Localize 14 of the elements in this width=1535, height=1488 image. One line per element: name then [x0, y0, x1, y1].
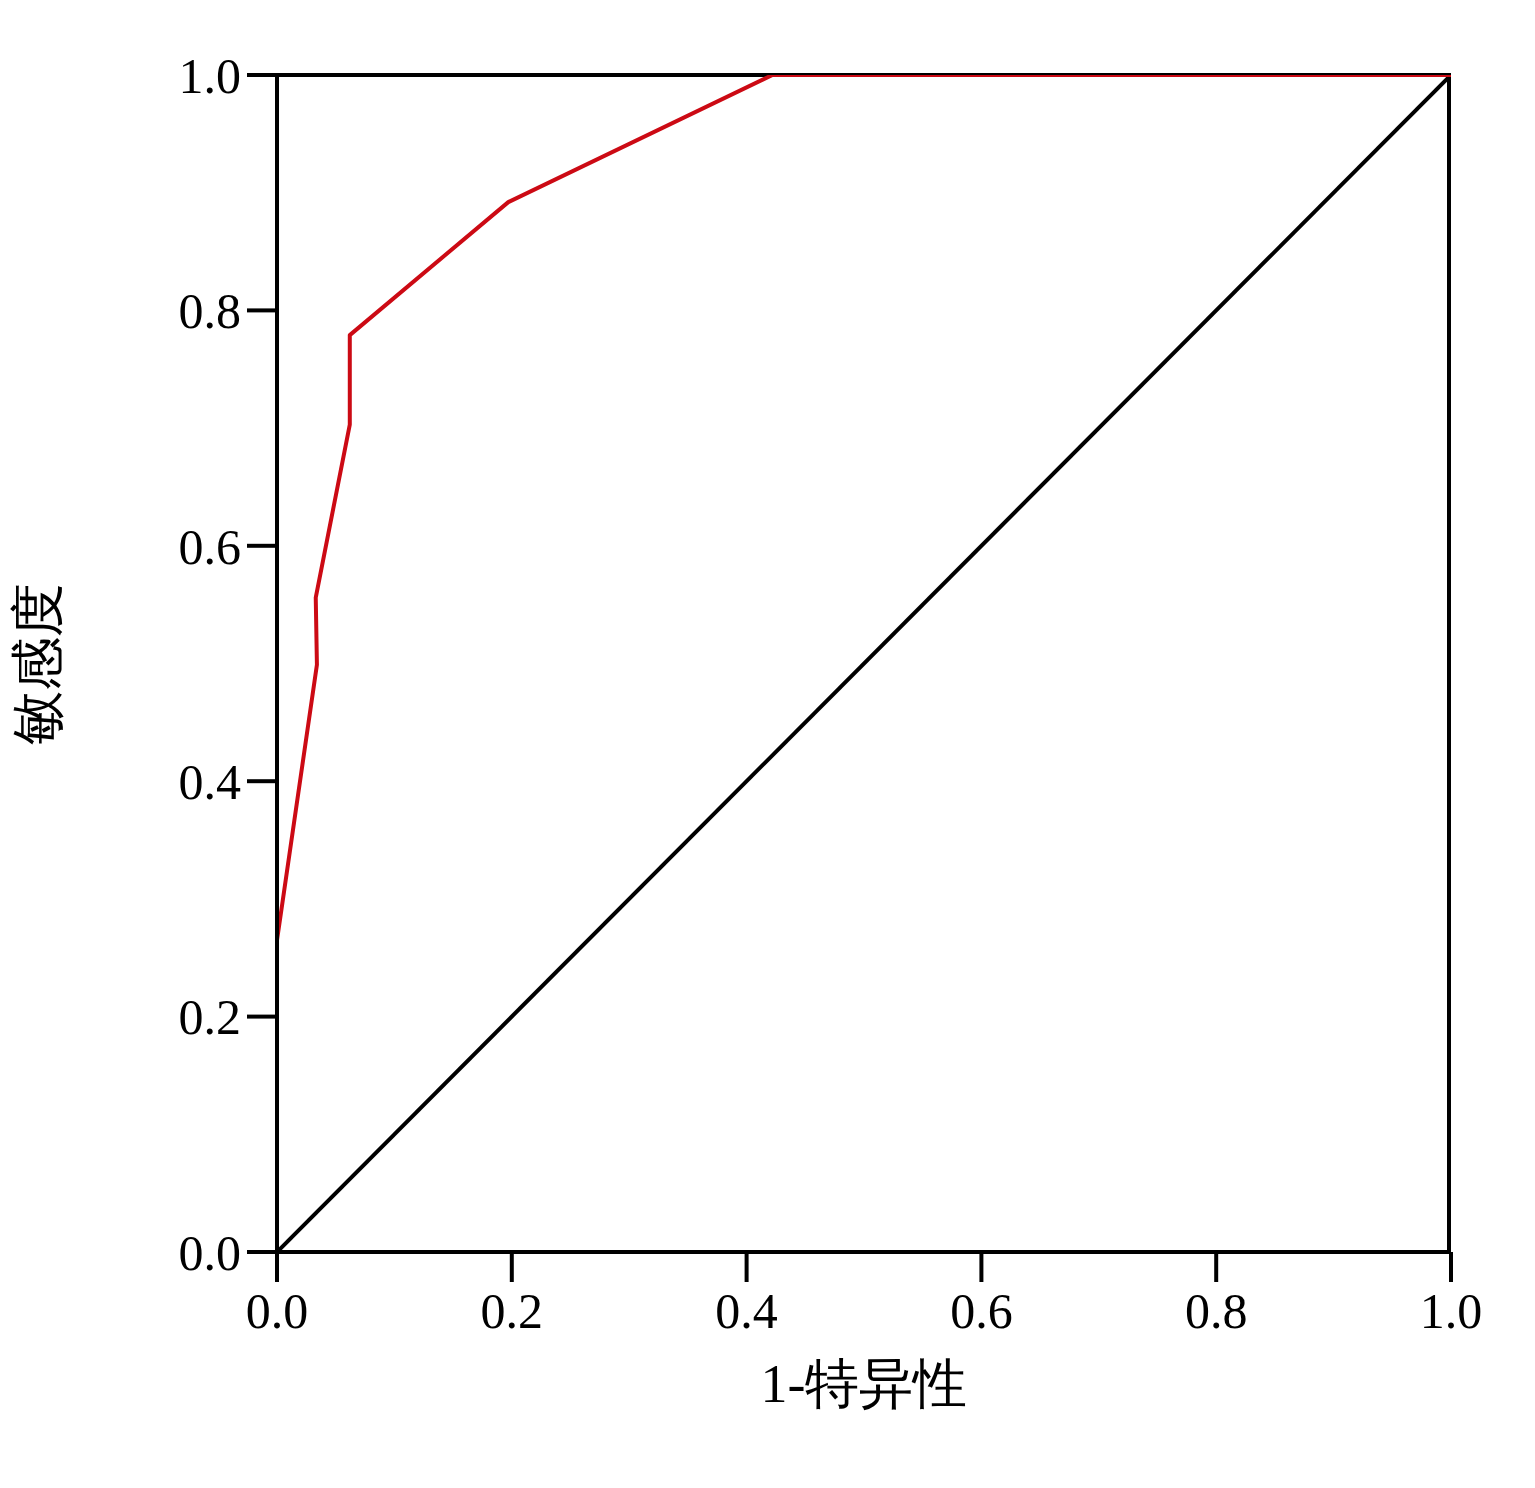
- x-tick-label: 0.2: [480, 1282, 544, 1339]
- x-tick-label: 1.0: [1419, 1282, 1483, 1339]
- x-tick-label: 0.4: [715, 1282, 778, 1339]
- x-tick-label: 0.6: [950, 1282, 1013, 1339]
- x-tick-label: 0.0: [245, 1282, 309, 1339]
- y-tick-label: 0.4: [178, 753, 241, 810]
- y-tick-label: 0.0: [178, 1224, 241, 1281]
- y-tick-label: 1.0: [178, 47, 241, 104]
- y-tick-label: 0.2: [178, 989, 241, 1046]
- y-tick-label: 0.8: [178, 283, 241, 340]
- x-tick-label: 0.8: [1184, 1282, 1248, 1339]
- x-axis-title: 1-特异性: [760, 1354, 968, 1414]
- y-axis-title: 敏感度: [8, 582, 69, 745]
- y-tick-label: 0.6: [178, 518, 241, 575]
